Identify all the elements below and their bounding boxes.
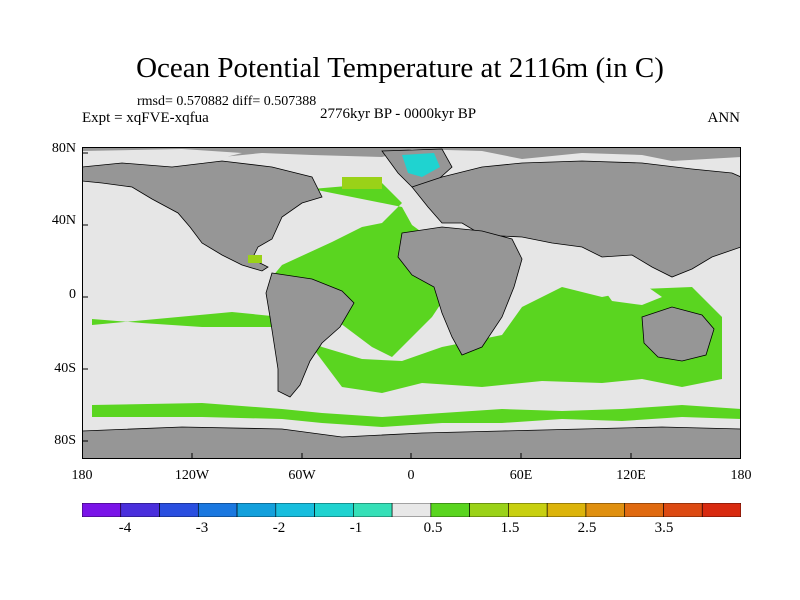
x-label-120e: 120E	[616, 468, 646, 483]
colorbar-swatch	[353, 503, 393, 517]
stats-text: rmsd= 0.570882 diff= 0.507388	[137, 94, 317, 109]
colorbar-swatch	[585, 503, 626, 517]
colorbar-swatch	[508, 503, 548, 517]
colorbar-label: -3	[195, 520, 209, 536]
y-label-0: 0	[69, 287, 76, 302]
colorbar-label: 0.5	[423, 520, 443, 536]
colorbar-swatch	[314, 503, 354, 517]
x-label-180w: 180	[71, 468, 93, 483]
southern-ocean-anomaly-region	[92, 287, 722, 393]
colorbar-label: 3.5	[654, 520, 674, 536]
colorbar-label: -2	[272, 520, 286, 536]
y-label-40n: 40N	[51, 213, 76, 228]
antarctica-land	[82, 426, 741, 459]
map-title: Ocean Potential Temperature at 2116m (in…	[136, 52, 664, 84]
x-label-0: 0	[407, 468, 415, 483]
warm-patch	[342, 177, 382, 189]
axis-ticks	[82, 147, 632, 459]
south-america-land	[265, 272, 355, 398]
indian-ocean-no-change	[602, 283, 662, 305]
colorbar-swatch	[120, 503, 160, 517]
y-label-80s: 80S	[54, 433, 76, 448]
colorbar-swatch	[546, 503, 587, 517]
arctic-land	[82, 147, 741, 161]
africa-land	[397, 226, 523, 356]
experiment-label: Expt = xqFVE-xqfua	[82, 110, 209, 126]
y-label-80n: 80N	[51, 141, 76, 156]
australia-land	[641, 306, 715, 362]
period-label: 2776kyr BP - 0000kyr BP	[320, 106, 477, 122]
colorbar-swatch	[430, 503, 470, 517]
greenland-sea-anomaly	[402, 153, 440, 177]
colorbar	[82, 503, 741, 517]
colorbar-swatch	[236, 503, 277, 517]
colorbar-label: -1	[349, 520, 363, 536]
warm-patch	[248, 255, 262, 263]
x-label-120w: 120W	[174, 468, 210, 483]
colorbar-swatch	[82, 503, 122, 517]
arctic-no-change-area	[82, 149, 242, 163]
colorbar-swatch	[663, 503, 703, 517]
map-panel	[82, 147, 741, 459]
y-label-40s: 40S	[54, 361, 76, 376]
antarctic-anomaly-band	[92, 403, 741, 427]
x-label-180e: 180	[730, 468, 752, 483]
x-label-60w: 60W	[288, 468, 316, 483]
colorbar-label: -4	[118, 520, 132, 536]
colorbar-label: 1.5	[500, 520, 520, 536]
colorbar-swatch	[159, 503, 199, 517]
colorbar-swatch	[624, 503, 664, 517]
colorbar-swatch	[275, 503, 315, 517]
colorbar-swatch	[391, 503, 432, 517]
colorbar-swatch	[701, 503, 741, 517]
colorbar-swatch	[197, 503, 238, 517]
season-label: ANN	[707, 110, 741, 126]
x-label-60e: 60E	[509, 468, 533, 483]
colorbar-swatch	[469, 503, 509, 517]
atlantic-anomaly-region	[272, 183, 452, 357]
colorbar-label: 2.5	[577, 520, 597, 536]
